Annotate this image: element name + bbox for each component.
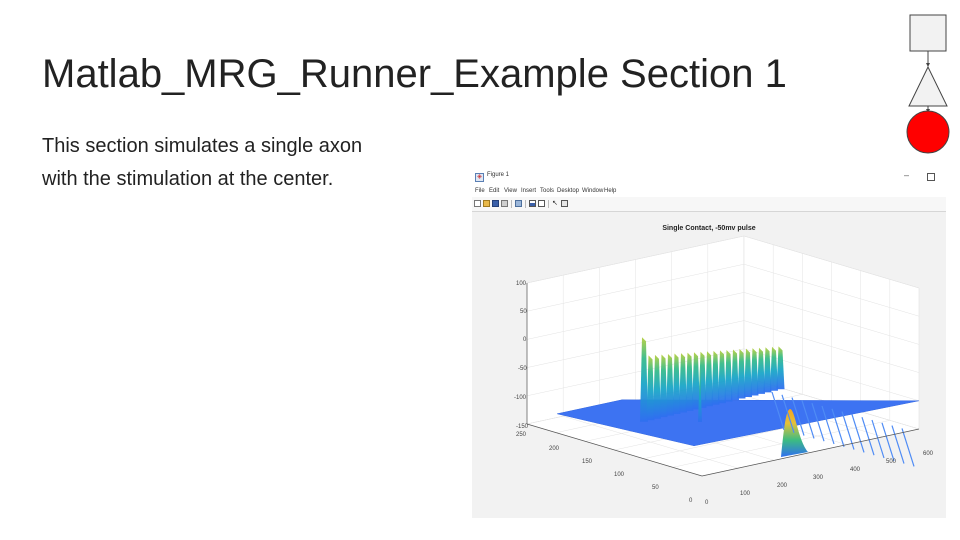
figure-window: ◈ Figure 1 – File Edit View Insert Tools… <box>472 170 946 518</box>
colorbar-icon[interactable] <box>529 200 536 207</box>
y-tick-label: 100 <box>614 472 625 478</box>
back-ridge <box>831 408 845 447</box>
surface-plot <box>526 235 920 477</box>
x-tick-label: 0 <box>705 500 709 506</box>
menu-view[interactable]: View <box>504 188 517 194</box>
surface-ridge <box>770 346 778 391</box>
back-ridge <box>891 425 905 464</box>
surface-ridge <box>763 347 772 393</box>
z-tick-label: -50 <box>518 366 527 372</box>
surface-ridge <box>757 347 765 394</box>
toolbar-separator <box>548 200 549 208</box>
logo-square <box>909 14 947 52</box>
new-figure-icon[interactable] <box>474 200 481 207</box>
surface-ridge <box>679 353 687 413</box>
x-tick-label: 400 <box>850 467 861 473</box>
back-ridge <box>811 403 825 442</box>
surface-ridge <box>744 348 752 397</box>
minimize-button[interactable]: – <box>904 170 910 180</box>
pointer-icon[interactable]: ↖ <box>552 200 558 207</box>
window-title: Figure 1 <box>487 172 510 178</box>
surface-ridge <box>776 346 785 390</box>
y-tick-label: 0 <box>689 498 693 504</box>
menu-file[interactable]: File <box>475 188 485 194</box>
menu-bar: File Edit View Insert Tools Desktop Wind… <box>472 186 946 197</box>
surface-ridge <box>737 349 746 399</box>
surface-ridge <box>718 350 726 404</box>
z-tick-label: 100 <box>516 281 527 287</box>
save-icon[interactable] <box>492 200 499 207</box>
toolbar-separator <box>525 200 526 208</box>
back-ridge <box>771 391 785 431</box>
back-ridge <box>871 419 885 459</box>
slide-body: This section simulates a single axon wit… <box>42 130 442 196</box>
menu-insert[interactable]: Insert <box>521 188 537 194</box>
open-icon[interactable] <box>483 200 490 207</box>
logo-circle <box>906 110 950 154</box>
surface-ridge <box>640 337 648 422</box>
toolbar-separator <box>511 200 512 208</box>
x-tick-label: 600 <box>923 451 934 457</box>
body-line-1: This section simulates a single axon <box>42 135 363 157</box>
surface-ridge <box>646 355 655 421</box>
matlab-figure-icon: ◈ <box>475 173 484 182</box>
y-tick-label: 50 <box>652 485 659 491</box>
surface-ridge <box>750 348 759 396</box>
surface-ridge <box>685 352 694 411</box>
menu-window[interactable]: Window <box>582 188 604 194</box>
link-icon[interactable] <box>515 200 522 207</box>
x-tick-label: 100 <box>740 491 751 497</box>
back-ridge <box>901 428 915 467</box>
menu-desktop[interactable]: Desktop <box>557 188 580 194</box>
y-tick-label: 250 <box>516 432 527 438</box>
window-titlebar[interactable]: ◈ Figure 1 – <box>472 170 946 186</box>
menu-help[interactable]: Help <box>604 188 617 194</box>
menu-tools[interactable]: Tools <box>540 188 555 194</box>
surface-ridge <box>731 349 739 401</box>
x-tick-label: 200 <box>777 483 788 489</box>
flow-logo <box>906 14 950 154</box>
surface-ridge <box>705 351 713 407</box>
center-spike <box>698 367 702 422</box>
axis-lines <box>526 283 920 477</box>
x-tick-label: 300 <box>813 475 824 481</box>
body-line-2: with the stimulation at the center. <box>42 168 334 190</box>
y-tick-label: 150 <box>582 459 593 465</box>
legend-icon[interactable] <box>538 200 545 207</box>
surface-ridge <box>692 352 700 410</box>
hot-ridge <box>781 409 808 457</box>
surface-ridge <box>659 354 668 418</box>
back-ridge <box>851 414 865 453</box>
z-tick-label: -100 <box>514 395 527 401</box>
plot-title: Single Contact, -50mv pulse <box>662 225 756 232</box>
maximize-button[interactable] <box>927 173 935 181</box>
back-ridge <box>781 394 795 433</box>
z-tick-label: 0 <box>523 337 527 343</box>
logo-triangle <box>908 65 948 107</box>
property-editor-icon[interactable] <box>561 200 568 207</box>
surface-mesh <box>556 337 920 467</box>
back-ridge <box>861 417 875 456</box>
print-icon[interactable] <box>501 200 508 207</box>
menu-edit[interactable]: Edit <box>489 188 500 194</box>
surface-ridge <box>672 353 681 415</box>
back-ridge <box>881 422 895 461</box>
surface-ridge <box>724 349 733 402</box>
y-tick-label: 200 <box>549 446 560 452</box>
back-ridge <box>821 405 835 445</box>
slide-title: Matlab_MRG_Runner_Example Section 1 <box>42 52 787 96</box>
figure-toolbar: ↖ <box>472 197 946 212</box>
surface-ridge <box>666 354 674 416</box>
z-tick-label: 50 <box>520 309 527 315</box>
surface-ridge <box>653 354 661 419</box>
z-tick-label: -150 <box>516 424 529 430</box>
x-tick-label: 500 <box>886 459 897 465</box>
surface-ridge <box>711 350 720 405</box>
logo-arrowhead-1 <box>926 63 930 67</box>
back-ridge <box>791 397 805 436</box>
back-ridge <box>801 400 815 439</box>
